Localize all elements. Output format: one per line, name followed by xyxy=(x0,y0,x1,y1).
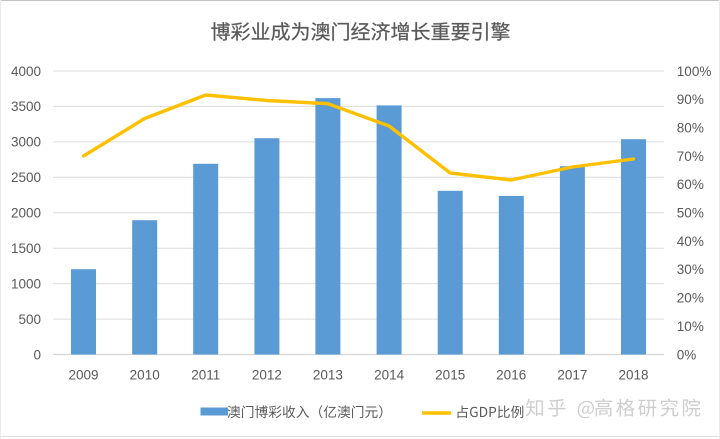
svg-text:50%: 50% xyxy=(677,206,704,221)
svg-text:70%: 70% xyxy=(677,149,704,164)
svg-text:20%: 20% xyxy=(677,291,704,306)
svg-text:2017: 2017 xyxy=(557,368,587,383)
svg-text:2018: 2018 xyxy=(618,368,648,383)
svg-text:0: 0 xyxy=(33,347,41,362)
svg-text:10%: 10% xyxy=(677,319,704,334)
svg-text:1000: 1000 xyxy=(11,276,41,291)
svg-text:1500: 1500 xyxy=(11,241,41,256)
svg-text:0%: 0% xyxy=(677,347,697,362)
svg-text:90%: 90% xyxy=(677,92,704,107)
svg-text:2009: 2009 xyxy=(68,368,98,383)
svg-text:2016: 2016 xyxy=(496,368,526,383)
svg-text:2011: 2011 xyxy=(191,368,220,383)
svg-text:30%: 30% xyxy=(677,262,704,277)
svg-text:2012: 2012 xyxy=(252,368,282,383)
svg-text:500: 500 xyxy=(18,312,41,327)
svg-text:2014: 2014 xyxy=(374,368,405,383)
svg-text:2013: 2013 xyxy=(313,368,343,383)
svg-text:100%: 100% xyxy=(677,64,712,79)
svg-text:2015: 2015 xyxy=(435,368,465,383)
svg-text:2010: 2010 xyxy=(130,368,160,383)
svg-text:2500: 2500 xyxy=(11,170,41,185)
svg-text:60%: 60% xyxy=(677,177,704,192)
svg-text:3000: 3000 xyxy=(11,135,41,150)
svg-text:3500: 3500 xyxy=(11,99,41,114)
svg-text:2000: 2000 xyxy=(11,206,41,221)
svg-text:4000: 4000 xyxy=(11,64,41,79)
svg-text:80%: 80% xyxy=(677,121,704,136)
svg-text:40%: 40% xyxy=(677,234,704,249)
